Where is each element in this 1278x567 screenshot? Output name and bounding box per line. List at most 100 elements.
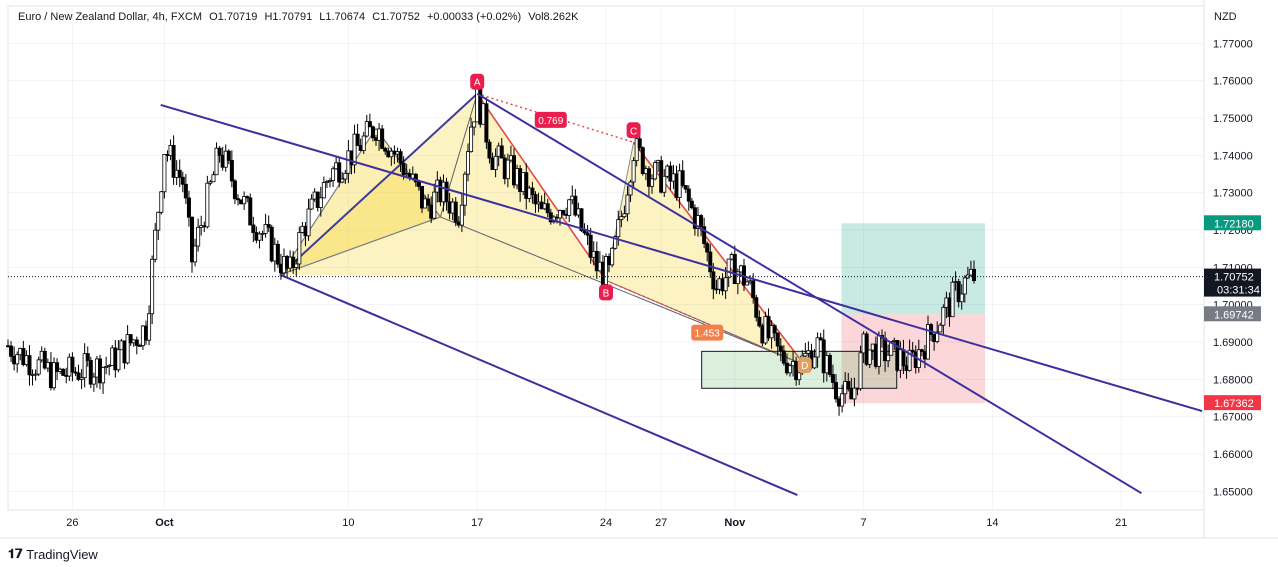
chart-overlay: A B C D 0.769 1.453	[8, 73, 1204, 496]
price-tag-value: 1.69742	[1214, 309, 1254, 321]
candle-body	[260, 232, 265, 235]
candle-body	[662, 175, 667, 193]
candle-body	[794, 361, 799, 381]
candle-body	[91, 376, 96, 385]
candle-body	[88, 360, 93, 385]
ratio-label: 0.769	[534, 111, 567, 128]
candle	[567, 198, 572, 223]
candle-body	[524, 172, 529, 199]
pattern-point-d: D	[797, 357, 812, 374]
candle-body	[257, 233, 262, 241]
candle-body	[533, 194, 538, 205]
candle	[426, 193, 431, 212]
candle	[153, 223, 158, 263]
candle	[907, 339, 912, 372]
price-tag: 1.72180	[1204, 215, 1261, 231]
candle-body	[965, 274, 970, 279]
candle	[370, 125, 375, 142]
candle	[128, 334, 133, 346]
time-tick-label: 7	[861, 517, 867, 529]
candle	[79, 369, 84, 390]
candle	[229, 150, 234, 188]
candle-body	[886, 354, 891, 362]
change-value: +0.00033 (+0.02%)	[427, 11, 522, 23]
candle	[260, 230, 265, 241]
tradingview-brand[interactable]: 𝟏𝟳 TradingView	[8, 546, 98, 562]
candle	[662, 169, 667, 198]
candle	[125, 325, 130, 365]
candle-body	[355, 133, 360, 146]
candle-body	[186, 197, 191, 218]
price-tick-label: 1.74000	[1213, 150, 1253, 162]
candle	[180, 171, 185, 193]
price-tick-label: 1.76000	[1213, 76, 1253, 88]
candle-body	[398, 151, 403, 164]
candle	[830, 364, 835, 390]
candle	[52, 357, 57, 391]
candle	[962, 275, 967, 303]
candle-body	[919, 349, 924, 352]
candle-body	[487, 141, 492, 159]
candle-body	[380, 128, 385, 149]
price-axis[interactable]: 1.770001.760001.750001.740001.730001.720…	[1203, 0, 1261, 538]
candle-body	[754, 297, 759, 318]
ratio-text: 0.769	[538, 116, 563, 127]
price-tick-label: 1.73000	[1213, 188, 1253, 200]
candle	[309, 194, 314, 210]
candle	[886, 344, 891, 368]
candle-body	[156, 211, 161, 231]
candle	[487, 139, 492, 164]
candle	[104, 356, 109, 375]
candle	[61, 368, 66, 376]
candle	[653, 160, 658, 181]
candle-body	[705, 243, 710, 253]
candle	[318, 186, 323, 217]
candle	[772, 324, 777, 341]
candle-body	[530, 187, 535, 195]
candle	[545, 198, 550, 218]
channel-line	[476, 92, 1142, 495]
candle-body	[637, 138, 642, 149]
candle-body	[613, 236, 618, 249]
candle	[432, 183, 437, 220]
candle	[484, 97, 489, 149]
candle	[530, 181, 535, 204]
candle-body	[812, 356, 817, 369]
price-tag-bg	[1204, 268, 1261, 297]
candle-body	[561, 210, 566, 215]
candle	[867, 349, 872, 369]
candle-body	[205, 182, 210, 228]
time-tick-label: 24	[600, 517, 612, 529]
time-axis[interactable]: 26 Oct 10 17 24 27 Nov 7 14 21	[0, 509, 1278, 539]
candle-body	[242, 196, 247, 205]
candle	[472, 121, 477, 136]
price-tick-label: 1.77000	[1213, 38, 1253, 50]
candle	[858, 345, 863, 391]
candle	[361, 131, 366, 154]
pattern-point-a: A	[470, 73, 485, 90]
candle	[297, 226, 302, 270]
candle	[294, 259, 299, 277]
channel-line	[160, 103, 1203, 413]
candle	[637, 134, 642, 152]
candle-body	[499, 145, 504, 159]
candle-body	[183, 183, 188, 199]
candle	[211, 171, 216, 183]
candle-body	[416, 181, 421, 187]
candle	[343, 169, 348, 184]
candle-body	[248, 197, 253, 226]
candle-body	[827, 354, 832, 375]
candle-body	[275, 243, 280, 265]
price-tag-value: 1.67362	[1214, 398, 1254, 410]
candle-body	[910, 349, 915, 353]
candle-body	[938, 324, 943, 333]
candle-body	[582, 230, 587, 234]
candle-body	[432, 191, 437, 219]
candle	[708, 244, 713, 278]
ratio-badge	[691, 324, 724, 341]
candle-body	[858, 352, 863, 390]
candle	[419, 186, 424, 214]
candle-body	[573, 195, 578, 216]
candle-body	[33, 373, 38, 376]
candle	[306, 198, 311, 241]
